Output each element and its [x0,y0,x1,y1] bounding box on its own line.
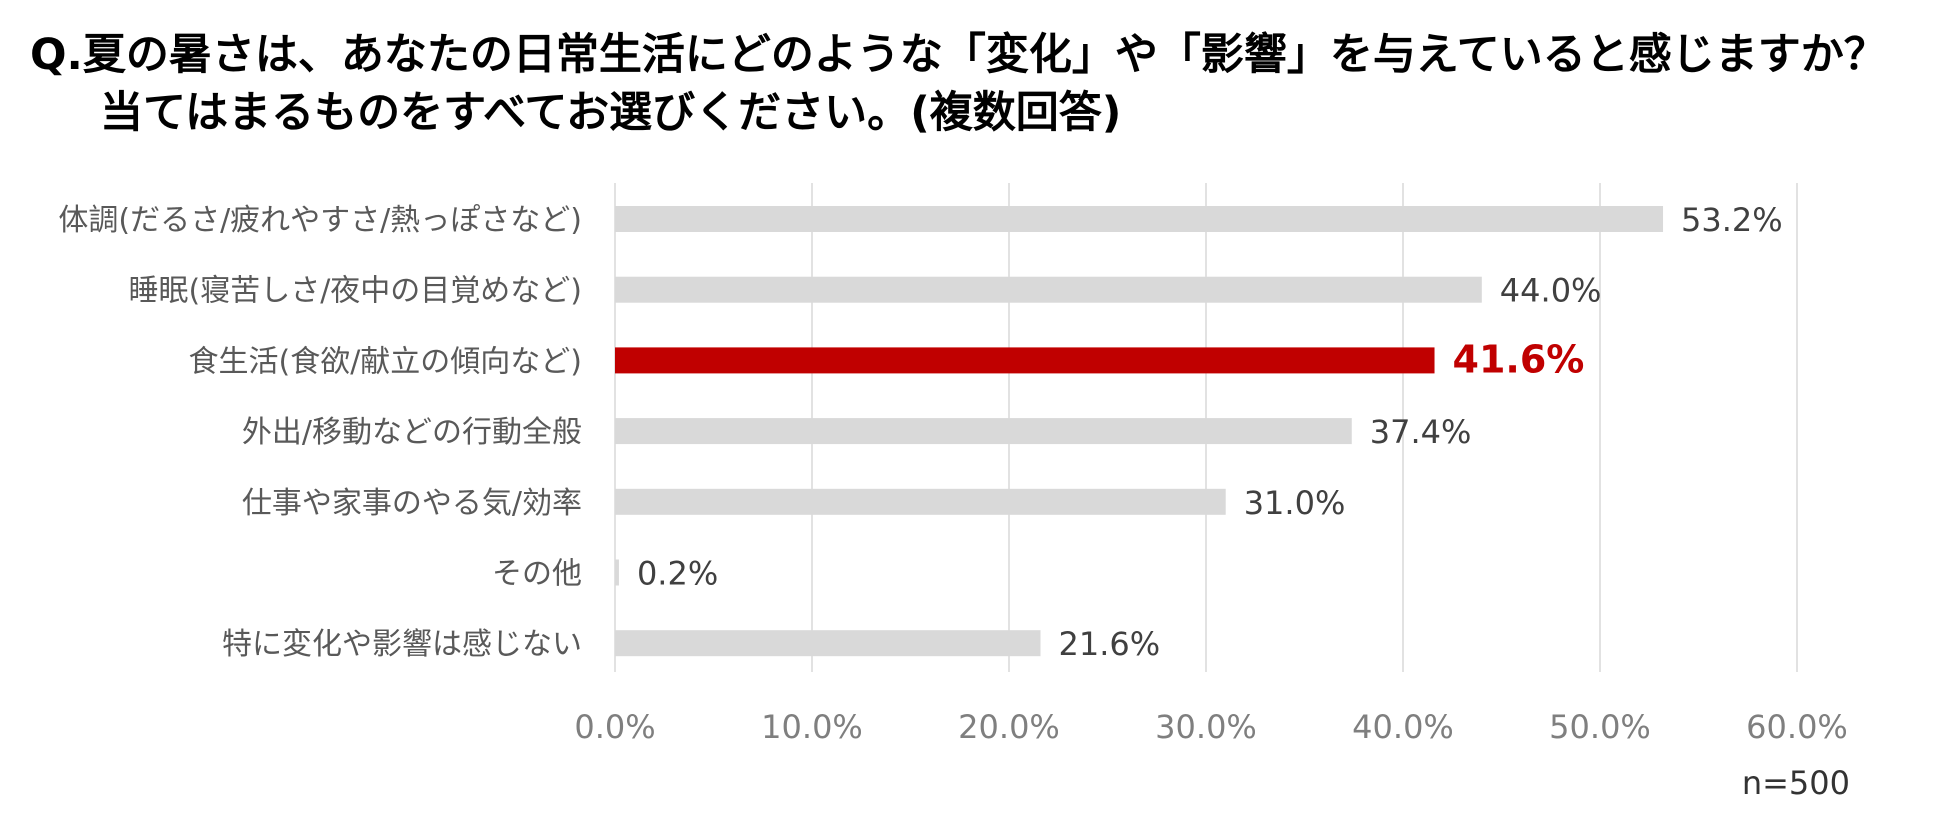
bar [615,276,1482,303]
x-axis-tick-labels: 0.0% 10.0% 20.0% 30.0% 40.0% 50.0% 60.0% [574,708,1847,746]
category-label: 体調(だるさ/疲れやすさ/熱っぽさなど) [58,203,582,238]
x-tick-label: 50.0% [1549,708,1651,746]
category-label: 外出/移動などの行動全般 [242,415,582,450]
value-label: 0.2% [637,555,718,593]
value-labels: 53.2% 44.0% 41.6% 37.4% 31.0% 0.2% 21.6% [637,201,1783,663]
category-labels: 体調(だるさ/疲れやすさ/熱っぽさなど) 睡眠(寝苦しさ/夜中の目覚めなど) 食生活… [58,203,582,662]
chart-title: Q.夏の暑さは、あなたの日常生活にどのような「変化」や「影響」を与えていると感じ… [30,26,1930,142]
x-tick-label: 10.0% [761,708,863,746]
title-line-2: 当てはまるものをすべてお選びください。(複数回答) [100,88,1122,138]
x-tick-label: 60.0% [1746,708,1848,746]
category-label: その他 [492,557,582,592]
x-tick-label: 40.0% [1352,708,1454,746]
value-label: 53.2% [1681,201,1783,239]
sample-size-note: n=500 [1741,764,1850,802]
bar [615,488,1226,515]
bar [615,630,1041,657]
value-label: 31.0% [1244,484,1346,522]
value-label: 21.6% [1059,625,1161,663]
value-label: 44.0% [1500,272,1602,310]
bars [615,206,1664,657]
category-label: 食生活(食欲/献立の傾向など) [188,344,582,379]
category-label: 特に変化や影響は感じない [222,627,582,662]
category-label: 仕事や家事のやる気/効率 [242,486,582,521]
bar-highlighted [615,347,1435,374]
bar [615,418,1352,445]
title-line-1: Q.夏の暑さは、あなたの日常生活にどのような「変化」や「影響」を与えていると感じ… [30,30,1887,80]
bar [615,206,1664,232]
value-label: 37.4% [1370,413,1472,451]
x-tick-label: 30.0% [1155,708,1257,746]
x-tick-label: 20.0% [958,708,1060,746]
category-label: 睡眠(寝苦しさ/夜中の目覚めなど) [128,274,582,309]
bar [615,559,619,586]
x-tick-label: 0.0% [574,708,655,746]
value-label-highlighted: 41.6% [1453,337,1585,381]
